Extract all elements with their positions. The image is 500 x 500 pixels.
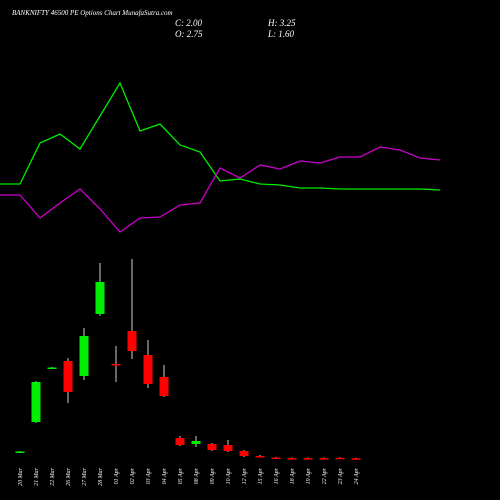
candle-body [63,361,73,392]
candle-body [79,336,89,376]
x-tick-label: 22 Mar [50,467,56,485]
candle-body [95,282,105,314]
x-tick-label: 26 Mar [66,467,72,485]
x-tick-label: 20 Mar [18,467,24,485]
x-tick-label: 28 Mar [98,467,104,485]
candle-body [239,451,249,456]
candle-body [143,355,153,384]
x-tick-label: 03 Apr [146,467,152,484]
candle-body [351,458,361,460]
candle-body [127,331,137,351]
candle-body [319,458,329,460]
close-label: C: 2.00 [175,18,203,28]
indicator-line [0,146,441,233]
x-tick-label: 27 Mar [82,467,88,485]
x-tick-label: 24 Apr [353,467,360,484]
x-tick-label: 21 Mar [34,467,40,485]
candle-body [15,451,25,453]
x-tick-label: 15 Apr [258,467,264,484]
candle-body [287,458,297,460]
candle-body [47,367,57,369]
candle-body [303,458,313,460]
low-label: L: 1.60 [267,29,295,39]
candle-body [31,382,41,422]
candle-body [159,377,169,396]
x-tick-label: 19 Apr [306,467,312,484]
chart-title: BANKNIFTY 46500 PE Options Chart MunafaS… [12,9,173,17]
x-tick-label: 01 Apr [114,467,120,484]
candle-body [207,444,217,450]
x-tick-label: 10 Apr [226,467,232,484]
x-tick-label: 09 Apr [210,467,216,484]
candle-body [111,364,121,366]
x-tick-label: 02 Apr [130,467,136,484]
candle-body [223,445,233,451]
x-tick-label: 05 Apr [178,467,184,484]
open-label: O: 2.75 [175,29,203,39]
x-tick-label: 08 Apr [194,467,200,484]
x-tick-label: 16 Apr [274,467,280,484]
candle-body [271,457,281,459]
indicator-line [0,81,441,191]
candle-body [335,457,345,460]
candle-body [175,438,185,445]
candle-body [255,456,265,458]
high-label: H: 3.25 [267,18,296,28]
x-tick-label: 04 Apr [161,467,168,484]
x-tick-label: 18 Apr [290,467,296,484]
x-tick-label: 12 Apr [242,467,248,484]
x-tick-label: 23 Apr [338,467,344,484]
candle-body [191,441,201,444]
x-tick-label: 22 Apr [322,467,328,484]
